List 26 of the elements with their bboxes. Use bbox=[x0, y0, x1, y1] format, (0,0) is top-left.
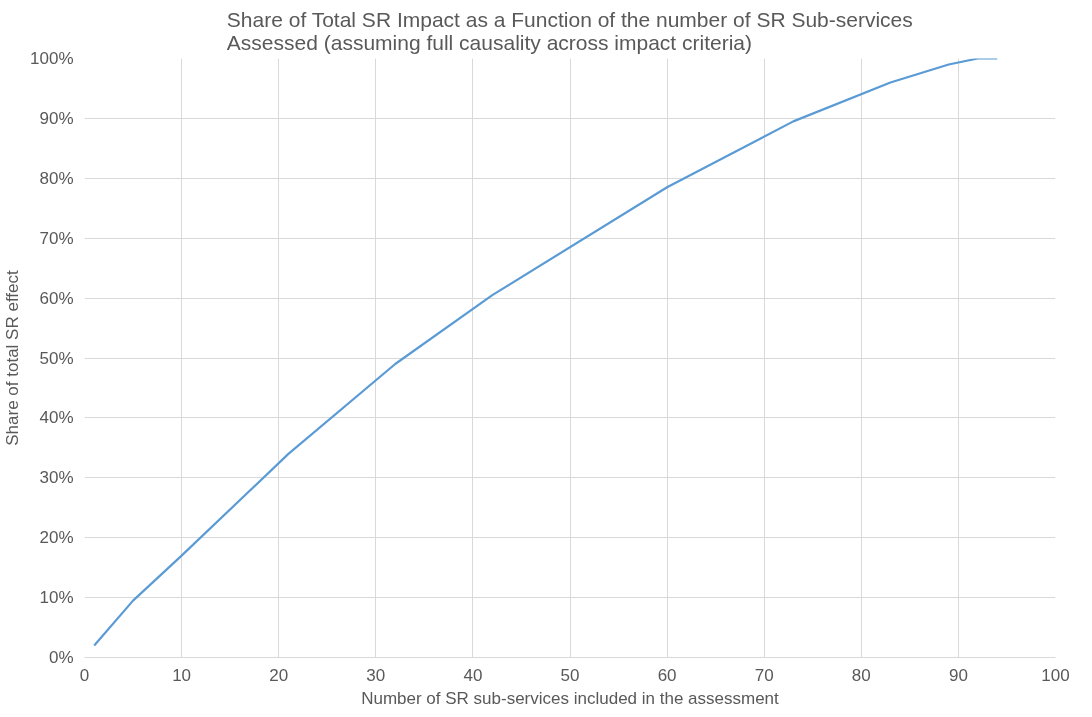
y-tick-label: 90% bbox=[39, 108, 74, 128]
y-axis-title: Share of total SR effect bbox=[3, 270, 23, 446]
y-tick-label: 0% bbox=[48, 648, 74, 667]
x-tick-label: 40 bbox=[463, 665, 483, 685]
y-tick-label: 30% bbox=[39, 468, 74, 488]
x-tick-label: 0 bbox=[79, 665, 90, 685]
line-series bbox=[93, 58, 999, 647]
x-tick-label: 20 bbox=[269, 665, 289, 685]
x-tick-label: 70 bbox=[754, 665, 774, 685]
x-tick-label: 60 bbox=[657, 665, 677, 685]
x-tick-label: 50 bbox=[560, 665, 580, 685]
x-tick-label: 80 bbox=[851, 665, 871, 685]
y-tick-label: 50% bbox=[39, 348, 74, 368]
x-tick-label: 10 bbox=[172, 665, 192, 685]
x-tick-label: 100 bbox=[1041, 665, 1070, 685]
x-axis-title: Number of SR sub-services included in the assessment bbox=[361, 688, 780, 708]
y-tick-label: 20% bbox=[39, 528, 74, 548]
y-tick-label: 100% bbox=[30, 49, 74, 68]
y-tick-label: 60% bbox=[39, 288, 74, 308]
y-tick-label: 40% bbox=[39, 408, 74, 428]
chart-title: Share of Total SR Impact as a Function of the number of SR Sub-services Assessed (assuming full causality across impact criteria) bbox=[226, 7, 913, 54]
x-tick-label: 30 bbox=[366, 665, 386, 685]
y-tick-label: 10% bbox=[39, 588, 74, 608]
y-tick-label: 70% bbox=[39, 228, 74, 248]
y-tick-label: 80% bbox=[39, 168, 74, 188]
x-tick-label: 90 bbox=[948, 665, 968, 685]
